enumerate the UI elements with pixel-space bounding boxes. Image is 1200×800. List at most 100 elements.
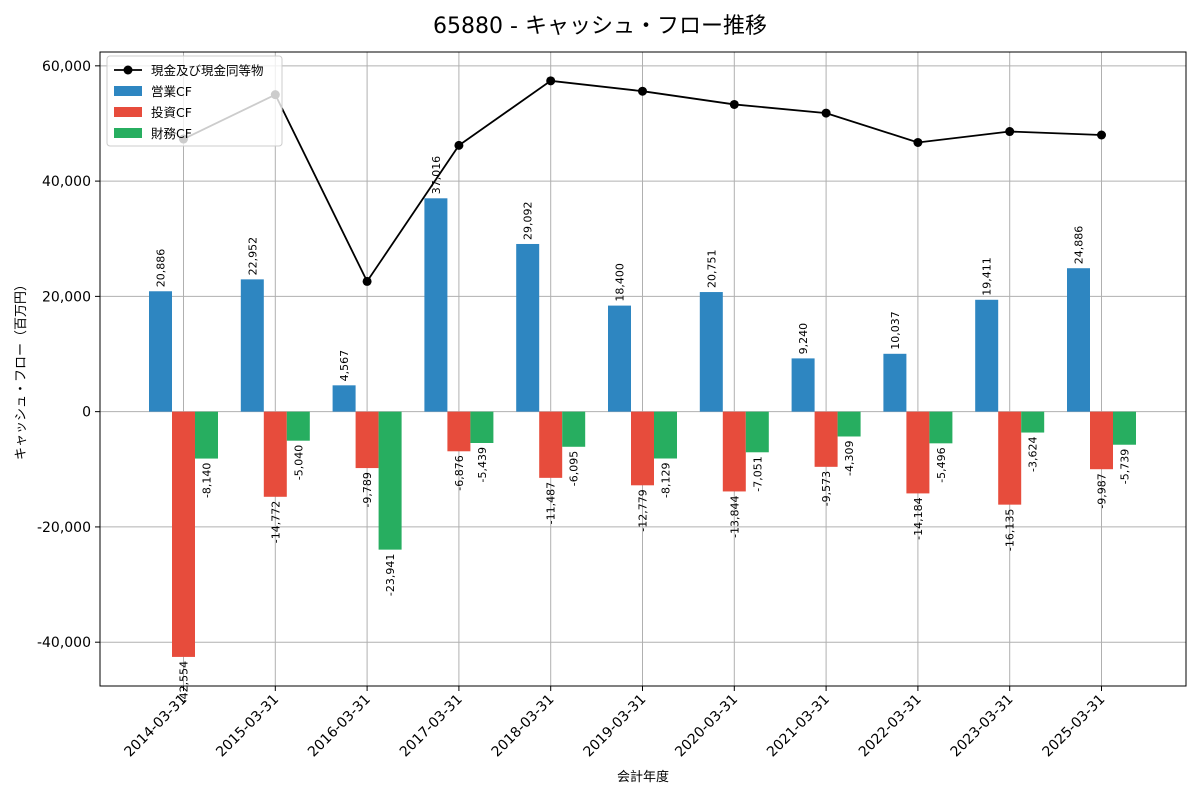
bar-data-label: -5,496 — [935, 447, 948, 482]
bar-investing — [447, 411, 471, 452]
bar-data-label: 19,411 — [981, 257, 994, 296]
bar-data-label: -6,876 — [453, 455, 466, 490]
y-tick-label: 0 — [82, 405, 91, 421]
x-tick-label: 2021-03-31 — [764, 692, 833, 761]
bar-data-label: 29,092 — [522, 201, 535, 240]
legend-swatch — [114, 86, 142, 96]
legend-label: 投資CF — [151, 105, 192, 120]
bar-financing — [1021, 411, 1045, 433]
bar-financing — [378, 411, 402, 550]
bar-financing — [195, 411, 218, 459]
bar-data-label: 9,240 — [797, 323, 810, 355]
bar-operating — [791, 358, 815, 412]
bar-data-label: 22,952 — [246, 237, 259, 276]
bar-data-label: -14,184 — [912, 497, 925, 539]
legend-label: 財務CF — [151, 126, 192, 141]
x-tick-label: 2025-03-31 — [1039, 692, 1108, 761]
legend-label: 営業CF — [151, 84, 192, 99]
bar-data-label: -8,140 — [201, 463, 214, 498]
bar-financing — [837, 411, 861, 437]
x-axis: 2014-03-31 2015-03-31 2016-03-31 2017-03-31… — [121, 686, 1108, 760]
x-tick-label: 2015-03-31 — [213, 692, 282, 761]
x-tick-label: 2018-03-31 — [489, 692, 558, 761]
bar-financing — [1113, 411, 1136, 445]
cash-point — [913, 137, 923, 147]
bar-data-label: -9,789 — [361, 472, 374, 507]
legend-line-dot — [123, 65, 133, 75]
bar-data-label: 20,886 — [155, 249, 168, 288]
bar-operating — [240, 279, 264, 412]
bar-operating — [1067, 268, 1090, 412]
bar-operating — [699, 292, 723, 412]
cash-point — [362, 276, 372, 286]
legend-swatch — [114, 107, 142, 117]
bar-data-label: -11,487 — [545, 482, 558, 524]
bar-operating — [149, 291, 172, 412]
chart-title: 65880 - キャッシュ・フロー推移 — [433, 14, 767, 39]
bar-data-label: 10,037 — [889, 311, 902, 350]
bar-financing — [470, 411, 494, 443]
y-axis-label: キャッシュ・フロー（百万円） — [14, 278, 29, 460]
bar-data-label: 18,400 — [614, 263, 627, 302]
bar-investing — [172, 411, 195, 657]
bar-investing — [906, 411, 930, 494]
bar-operating — [332, 385, 356, 412]
bar-operating — [883, 353, 907, 412]
bars-group — [149, 198, 1136, 657]
bar-data-label: 37,016 — [430, 156, 443, 195]
bar-investing — [631, 411, 654, 486]
bar-financing — [562, 411, 586, 447]
bar-data-label: -9,987 — [1096, 473, 1109, 508]
x-tick-label: 2023-03-31 — [948, 692, 1017, 761]
bar-investing — [998, 411, 1022, 505]
bar-data-label: -14,772 — [269, 501, 282, 543]
bar-operating — [516, 243, 540, 412]
bar-data-label: -16,135 — [1004, 509, 1017, 551]
bar-investing — [1090, 411, 1113, 470]
cash-point — [729, 99, 739, 109]
bar-data-label: -5,739 — [1119, 449, 1132, 484]
bar-data-label: -9,573 — [820, 471, 833, 506]
bar-data-label: 20,751 — [705, 250, 718, 289]
bar-data-label: -8,129 — [660, 463, 673, 498]
x-tick-label: 2022-03-31 — [856, 692, 925, 761]
bar-data-label: 4,567 — [338, 350, 351, 382]
bar-data-label: -4,309 — [843, 440, 856, 475]
bar-investing — [722, 411, 746, 492]
y-axis: -40,000 -20,000 0 20,000 40,000 60,000 — [37, 59, 100, 651]
y-tick-label: 60,000 — [42, 59, 91, 75]
bar-data-label: -42,554 — [178, 661, 191, 703]
x-tick-label: 2020-03-31 — [672, 692, 741, 761]
bar-investing — [814, 411, 838, 467]
bar-data-label: -7,051 — [751, 456, 764, 491]
bar-investing — [539, 411, 563, 478]
bar-data-label: -6,095 — [568, 451, 581, 486]
cash-point — [638, 86, 647, 96]
bar-operating — [608, 305, 631, 412]
legend-box — [106, 55, 283, 147]
bar-data-label: -3,624 — [1027, 437, 1040, 472]
bar-data-label: -23,941 — [384, 554, 397, 596]
cash-point — [1097, 130, 1106, 140]
y-tick-label: -40,000 — [37, 635, 91, 651]
bar-data-label: 24,886 — [1073, 226, 1086, 265]
x-tick-label: 2014-03-31 — [121, 692, 190, 761]
x-axis-label: 会計年度 — [617, 769, 669, 785]
x-tick-label: 2017-03-31 — [397, 692, 466, 761]
bar-investing — [355, 411, 379, 469]
legend-swatch — [114, 128, 142, 138]
y-tick-label: 40,000 — [42, 174, 91, 190]
legend-label: 現金及び現金同等物 — [151, 63, 264, 78]
cash-point — [454, 140, 464, 150]
bar-data-label: -5,439 — [476, 447, 489, 482]
bar-data-label: -5,040 — [292, 445, 305, 480]
bar-financing — [654, 411, 677, 459]
bar-investing — [263, 411, 287, 497]
bar-financing — [286, 411, 310, 441]
bar-data-label: -12,779 — [637, 489, 650, 531]
bar-labels-group: 20,886 22,952 4,567 37,016 29,092 18,400 20,75… — [155, 156, 1132, 704]
bar-operating — [975, 299, 999, 412]
cash-point — [546, 76, 556, 86]
